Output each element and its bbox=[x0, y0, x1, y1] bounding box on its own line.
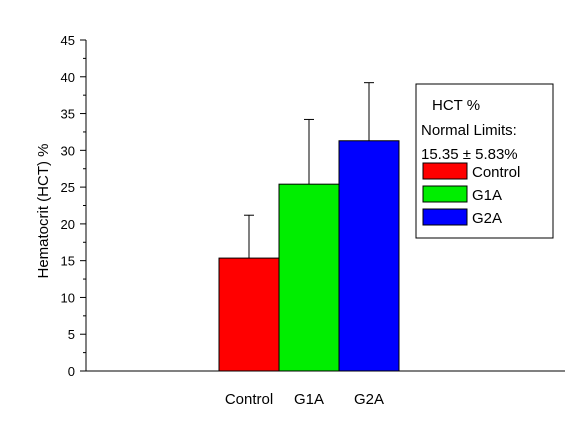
y-tick-label: 30 bbox=[61, 143, 75, 158]
legend: HCT % Normal Limits: 15.35 ± 5.83% Contr… bbox=[415, 83, 554, 239]
legend-swatch bbox=[422, 208, 468, 226]
y-tick-label: 45 bbox=[61, 33, 75, 48]
bar-control bbox=[218, 257, 280, 372]
x-tick-label: G2A bbox=[354, 391, 384, 408]
legend-swatch bbox=[422, 162, 468, 180]
legend-entries: Control G1A G2A bbox=[422, 162, 520, 227]
y-tick-label: 15 bbox=[61, 254, 75, 269]
legend-label: Control bbox=[472, 164, 520, 181]
bar-g1a bbox=[278, 183, 340, 372]
legend-label: G2A bbox=[472, 210, 502, 227]
y-tick-label: 40 bbox=[61, 70, 75, 85]
legend-label: G1A bbox=[472, 187, 502, 204]
bar-g2a bbox=[338, 140, 400, 372]
y-tick-label: 0 bbox=[68, 364, 75, 379]
y-tick-label: 10 bbox=[61, 290, 75, 305]
y-tick-label: 5 bbox=[68, 327, 75, 342]
y-tick-label: 20 bbox=[61, 217, 75, 232]
x-tick-label: Control bbox=[225, 391, 273, 408]
error-bars bbox=[244, 82, 374, 259]
legend-title-line-1: HCT % bbox=[432, 97, 480, 114]
legend-swatch bbox=[422, 185, 468, 203]
y-tick-label: 25 bbox=[61, 180, 75, 195]
x-axis-labels: Control G1A G2A bbox=[225, 391, 384, 408]
legend-title-line-2: Normal Limits: bbox=[421, 122, 517, 139]
y-tick-label: 35 bbox=[61, 107, 75, 122]
y-axis-ticks: 0 5 10 15 20 25 30 35 40 45 bbox=[61, 33, 86, 379]
y-axis-label: Hematocrit (HCT) % bbox=[35, 143, 52, 278]
x-tick-label: G1A bbox=[294, 391, 324, 408]
legend-title-line-3: 15.35 ± 5.83% bbox=[421, 146, 518, 163]
